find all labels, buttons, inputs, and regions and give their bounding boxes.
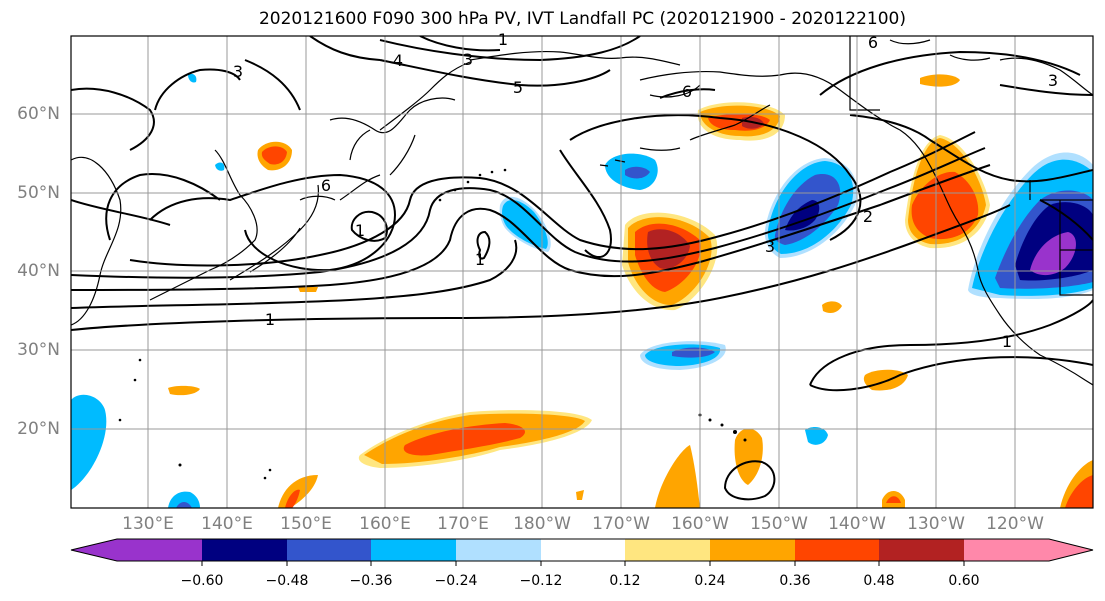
japan-coastline (229, 184, 320, 281)
lon-label: 130°W (907, 514, 965, 534)
colorbar-tick-label: 0.48 (863, 573, 895, 589)
colorbar-tick-label: −0.24 (434, 573, 478, 589)
pv-contour-1 (71, 204, 1011, 331)
lon-label: 180°W (513, 514, 571, 534)
lon-label: 120°W (986, 514, 1044, 534)
colorbar-tick-label: 0.36 (779, 573, 811, 589)
contour-label: 6 (321, 176, 331, 195)
contour-label: 3 (1048, 71, 1058, 90)
kamchatka-coastline (379, 61, 471, 131)
contour-label: 3 (233, 62, 243, 81)
alaska-coastline (639, 70, 961, 226)
lon-label: 140°W (828, 514, 886, 534)
colorbar (70, 538, 1094, 566)
lon-label: 170°E (437, 514, 489, 534)
contour-label: 3 (765, 237, 775, 256)
map-title: 2020121600 F090 300 hPa PV, IVT Landfall… (258, 9, 906, 29)
contour-label: 1 (355, 221, 365, 240)
colorbar-tick-label: 0.60 (948, 573, 980, 589)
colorbar-over-arrow (1049, 539, 1093, 561)
contour-label: 1 (475, 250, 485, 269)
contour-label: 4 (393, 51, 403, 70)
lat-label: 40°N (17, 261, 60, 281)
colorbar-tick-label: −0.36 (349, 573, 393, 589)
contour-label: 6 (868, 33, 878, 52)
lon-label: 160°E (359, 514, 411, 534)
pv-contours (71, 36, 1093, 501)
contour-labels: 1 1 1 1 2 3 3 3 3 4 5 6 6 6 1 (233, 30, 1058, 351)
colorbar-tick-label: −0.12 (519, 573, 563, 589)
contour-label: 6 (682, 82, 692, 101)
pc-shading-positive (168, 74, 1093, 508)
lat-label: 20°N (17, 419, 60, 439)
coastlines (71, 36, 1093, 386)
contour-label: 1 (498, 30, 508, 49)
contour-label: 1 (265, 310, 275, 329)
lon-label: 160°W (671, 514, 729, 534)
colorbar-tick-label: −0.60 (180, 573, 224, 589)
lon-label: 170°W (592, 514, 650, 534)
lon-label: 140°E (201, 514, 253, 534)
lon-label: 150°E (280, 514, 332, 534)
north-america-coastline (959, 224, 1093, 386)
contour-label: 1 (1002, 332, 1012, 351)
lat-label: 60°N (17, 104, 60, 124)
lat-label: 30°N (17, 340, 60, 360)
contour-label: 5 (513, 78, 523, 97)
colorbar-tick-label: 0.24 (694, 573, 726, 589)
lon-label: 150°W (750, 514, 808, 534)
lat-label: 50°N (17, 183, 60, 203)
colorbar-under-arrow (71, 539, 117, 561)
colorbar-tick-label: 0.12 (609, 573, 641, 589)
contour-label: 2 (863, 207, 873, 226)
graticule (71, 36, 1093, 508)
asia-coastline (71, 156, 122, 326)
contour-label: 3 (463, 50, 473, 69)
map-frame (70, 35, 1094, 509)
lon-label: 130°E (122, 514, 174, 534)
colorbar-tick-label: −0.48 (265, 573, 309, 589)
